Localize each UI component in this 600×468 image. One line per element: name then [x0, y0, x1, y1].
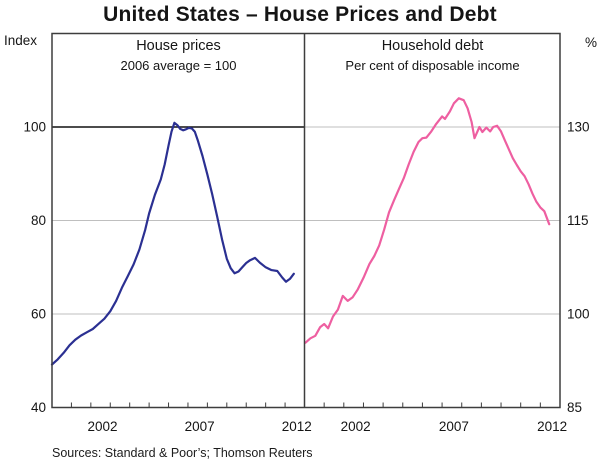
left-panel-title: House prices: [136, 38, 221, 54]
y-tick-label: 130: [567, 120, 590, 135]
x-tick-label: 2012: [282, 419, 312, 434]
household-debt-line: [304, 97, 551, 344]
y-tick-label: 60: [31, 307, 46, 322]
left-axis-unit-label: Index: [4, 33, 38, 48]
x-tick-label: 2002: [341, 419, 371, 434]
y-tick-label: 100: [567, 307, 590, 322]
right-panel-title: Household debt: [381, 38, 484, 54]
y-tick-label: 40: [31, 400, 46, 415]
x-tick-label: 2002: [87, 419, 117, 434]
y-tick-label: 100: [23, 120, 46, 135]
x-tick-label: 2012: [537, 419, 567, 434]
x-tick-label: 2007: [185, 419, 215, 434]
source-note: Sources: Standard & Poor’s; Thomson Reut…: [52, 446, 313, 460]
right-panel-header: Household debt Per cent of disposable in…: [305, 37, 560, 74]
y-tick-label: 115: [567, 213, 589, 228]
y-tick-label: 85: [567, 400, 582, 415]
left-panel-subtitle: 2006 average = 100: [120, 57, 237, 73]
left-panel-header: House prices 2006 average = 100: [52, 37, 305, 74]
house-prices-line: [50, 121, 295, 366]
right-axis-unit-label: %: [584, 35, 597, 50]
chart-title: United States – House Prices and Debt: [103, 3, 497, 26]
y-tick-label: 80: [31, 213, 46, 228]
x-tick-label: 2007: [439, 419, 469, 434]
plot-frame: [51, 32, 561, 409]
right-panel-subtitle: Per cent of disposable income: [345, 57, 520, 73]
